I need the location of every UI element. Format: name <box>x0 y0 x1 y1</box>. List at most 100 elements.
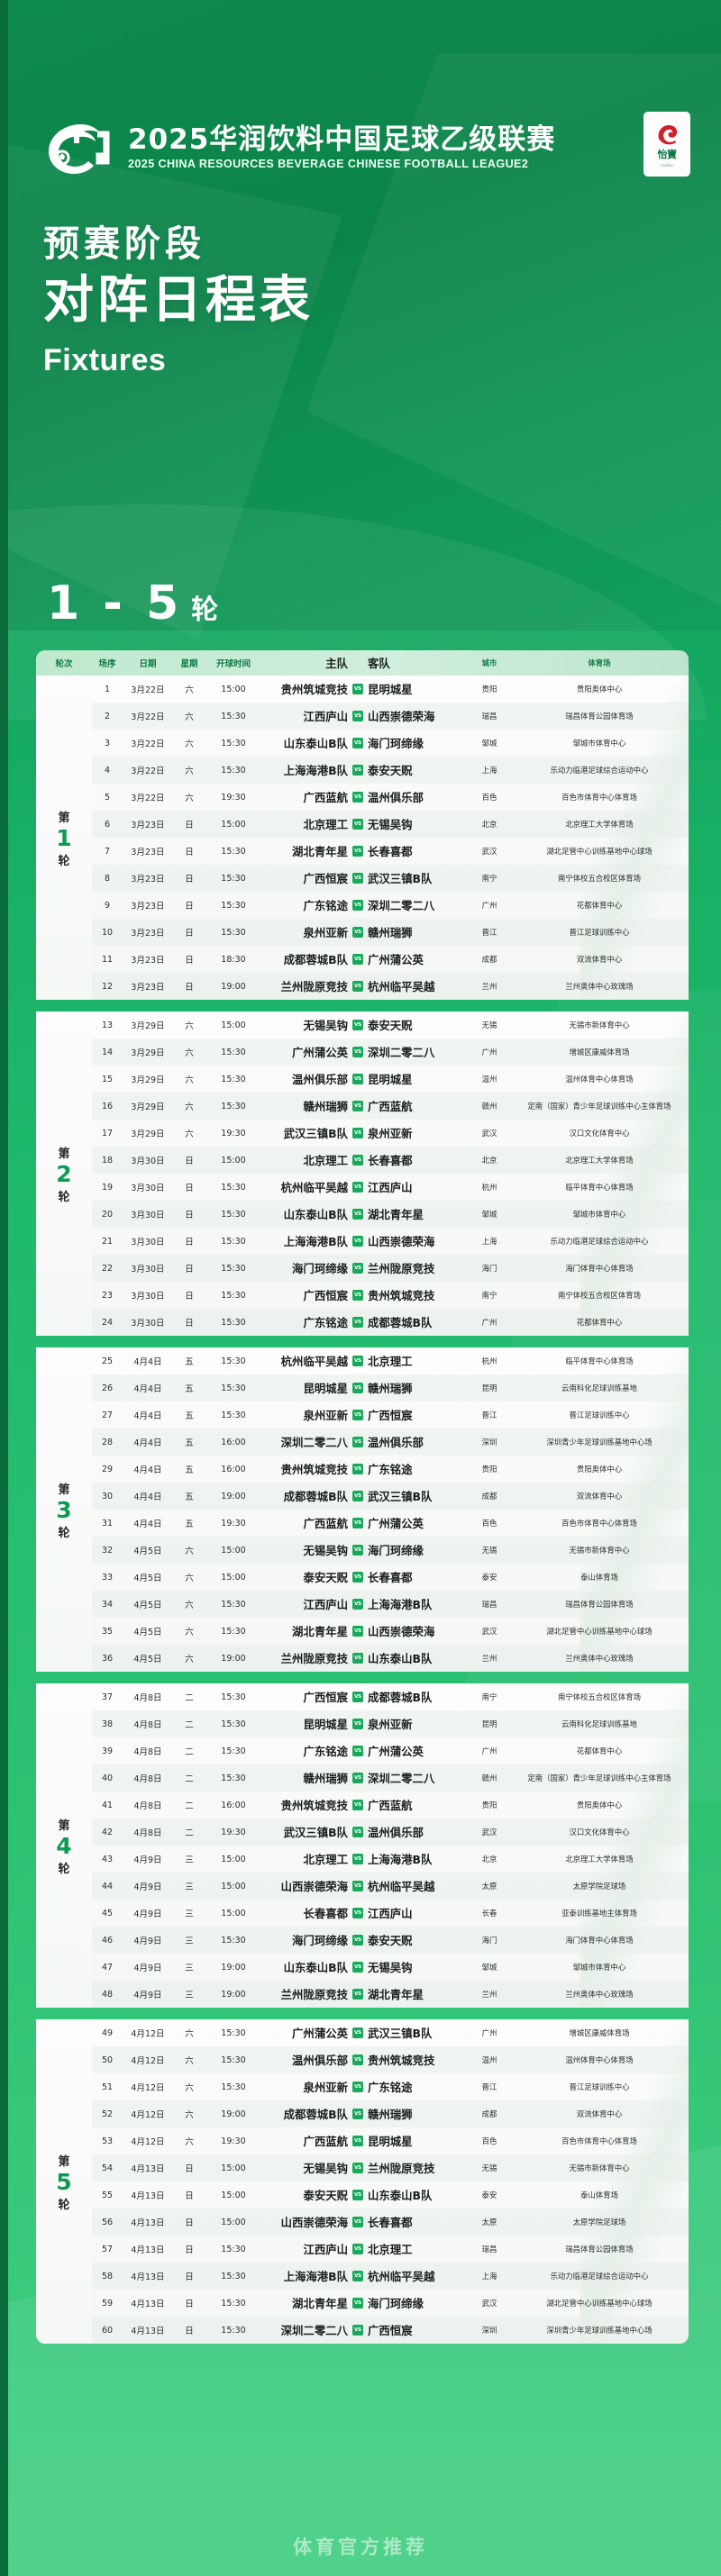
cell-day: 日 <box>185 1265 194 1274</box>
table-row[interactable]: 18 3月30日 日 15:00 北京理工 VS 长春喜都 北京 北京理工大学体育场 <box>92 1147 689 1174</box>
table-row[interactable]: 59 4月13日 日 15:30 湖北青年星 VS 海门珂缔缘 武汉 湖北足管中心训练基地中心球… <box>92 2290 689 2317</box>
table-row[interactable]: 17 3月29日 六 19:30 武汉三镇B队 VS 泉州亚新 武汉 汉口文化体育中心 <box>92 1120 689 1147</box>
cell-day: 六 <box>185 739 194 749</box>
table-row[interactable]: 51 4月12日 六 15:30 泉州亚新 VS 广东铭途 晋江 晋江足球训练中心 <box>92 2073 689 2100</box>
table-row[interactable]: 42 4月8日 二 19:30 武汉三镇B队 VS 温州俱乐部 武汉 汉口文化体育中心 <box>92 1819 689 1846</box>
table-row[interactable]: 60 4月13日 日 15:30 深圳二零二八 VS 广西恒宸 深圳 深圳青少年足球训练基地中心… <box>92 2317 689 2344</box>
table-row[interactable]: 38 4月8日 二 15:30 昆明城星 VS 泉州亚新 昆明 云南科化足球训练基地 <box>92 1710 689 1737</box>
table-row[interactable]: 31 4月4日 五 19:30 广西蓝航 VS 广州蒲公英 百色 百色市体育中心体育场 <box>92 1510 689 1537</box>
table-row[interactable]: 23 3月30日 日 15:30 广西恒宸 VS 贵州筑城竞技 南宁 南宁体校五合校区体育场 <box>92 1282 689 1309</box>
table-row[interactable]: 16 3月29日 六 15:30 赣州瑞狮 VS 广西蓝航 赣州 定南（国家）青少年足球训练中心… <box>92 1093 689 1120</box>
cell-venue: 太原学院足球场 <box>572 1882 626 1891</box>
cell-venue: 湖北足管中心训练基地中心球场 <box>546 2299 653 2308</box>
table-row[interactable]: 11 3月23日 日 18:30 成都蓉城B队 VS 广州蒲公英 成都 双流体育中心 <box>92 946 689 973</box>
page-title: 对阵日程表 <box>43 271 314 330</box>
table-row[interactable]: 48 4月9日 三 19:00 兰州陇原竞技 VS 湖北青年星 兰州 兰州奥体中心玫瑰场 <box>92 1981 689 2008</box>
cell-match-no: 46 <box>101 1935 114 1946</box>
vs-badge-icon: VS <box>352 1935 363 1946</box>
round-prefix: 第 <box>58 811 70 825</box>
table-row[interactable]: 52 4月12日 六 19:00 成都蓉城B队 VS 赣州瑞狮 成都 双流体育中心 <box>92 2100 689 2127</box>
table-row[interactable]: 12 3月23日 日 19:00 兰州陇原竞技 VS 杭州临平吴越 兰州 兰州奥体中心玫瑰场 <box>92 973 689 1000</box>
cell-away-team: 山西崇德荣海 <box>368 710 435 723</box>
table-row[interactable]: 36 4月5日 六 19:00 兰州陇原竞技 VS 山东泰山B队 兰州 兰州奥体中心玫瑰场 <box>92 1645 689 1672</box>
table-row[interactable]: 14 3月29日 六 15:30 广州蒲公英 VS 深圳二零二八 广州 增城区康威体育场 <box>92 1039 689 1066</box>
table-row[interactable]: 3 3月22日 六 15:30 山东泰山B队 VS 海门珂缔缘 邹城 邹城市体育中心 <box>92 730 689 757</box>
table-row[interactable]: 49 4月12日 六 15:30 广州蒲公英 VS 武汉三镇B队 广州 增城区康威体育场 <box>92 2019 689 2046</box>
table-row[interactable]: 47 4月9日 三 19:00 山东泰山B队 VS 无锡吴钩 邹城 邹城市体育中心 <box>92 1954 689 1981</box>
cell-home-team: 武汉三镇B队 <box>283 1826 348 1839</box>
table-row[interactable]: 15 3月29日 六 15:30 温州俱乐部 VS 昆明城星 温州 温州体育中心体育场 <box>92 1066 689 1093</box>
cell-away-team: 泰安天贶 <box>368 1934 413 1947</box>
cell-teams: 湖北青年星 VS 长春喜都 <box>261 843 463 859</box>
table-row[interactable]: 24 3月30日 日 15:30 广东铭途 VS 成都蓉城B队 广州 花都体育中心 <box>92 1309 689 1336</box>
cell-day: 日 <box>185 1184 194 1193</box>
cell-kickoff-time: 15:30 <box>221 1182 246 1193</box>
table-row[interactable]: 37 4月8日 二 15:30 广西恒宸 VS 成都蓉城B队 南宁 南宁体校五合校区体育场 <box>92 1683 689 1710</box>
table-row[interactable]: 34 4月5日 六 15:30 江西庐山 VS 上海海港B队 瑞昌 瑞昌体育公园体育场 <box>92 1591 689 1618</box>
cell-day: 日 <box>185 956 194 966</box>
table-row[interactable]: 29 4月4日 五 16:00 贵州筑城竞技 VS 广东铭途 贵阳 贵阳奥体中心 <box>92 1456 689 1483</box>
table-row[interactable]: 6 3月23日 日 15:00 北京理工 VS 无锡吴钩 北京 北京理工大学体育场 <box>92 811 689 838</box>
table-row[interactable]: 5 3月22日 六 19:30 广西蓝航 VS 温州俱乐部 百色 百色市体育中心体育场 <box>92 784 689 811</box>
cell-date: 4月13日 <box>131 2299 165 2309</box>
table-row[interactable]: 40 4月8日 二 15:30 赣州瑞狮 VS 深圳二零二八 赣州 定南（国家）青少年足球训练中… <box>92 1764 689 1791</box>
table-row[interactable]: 35 4月5日 六 15:30 湖北青年星 VS 山西崇德荣海 武汉 湖北足管中心训练基地中心球… <box>92 1618 689 1645</box>
table-row[interactable]: 32 4月5日 六 15:00 无锡吴钩 VS 海门珂缔缘 无锡 无锡市新体育中心 <box>92 1537 689 1564</box>
table-row[interactable]: 41 4月8日 二 16:00 贵州筑城竞技 VS 广西蓝航 贵阳 贵阳奥体中心 <box>92 1791 689 1819</box>
cell-teams: 长春喜都 VS 江西庐山 <box>261 1905 463 1921</box>
table-row[interactable]: 50 4月12日 六 15:30 温州俱乐部 VS 贵州筑城竞技 温州 温州体育中心体育场 <box>92 2046 689 2073</box>
cell-venue: 海门体育中心体育场 <box>565 1264 634 1273</box>
table-row[interactable]: 1 3月22日 六 15:00 贵州筑城竞技 VS 昆明城星 贵阳 贵阳奥体中心 <box>92 676 689 703</box>
cell-venue: 兰州奥体中心玫瑰场 <box>565 1990 634 1999</box>
cell-match-no: 15 <box>101 1074 114 1084</box>
table-row[interactable]: 58 4月13日 日 15:30 上海海港B队 VS 杭州临平吴越 上海 乐动力临港足球综合运动… <box>92 2263 689 2290</box>
table-row[interactable]: 57 4月13日 日 15:30 江西庐山 VS 北京理工 瑞昌 瑞昌体育公园体育场 <box>92 2236 689 2263</box>
cell-teams: 广州蒲公英 VS 武汉三镇B队 <box>261 2025 463 2041</box>
table-row[interactable]: 55 4月13日 日 15:00 泰安天贶 VS 山东泰山B队 泰安 泰山体育场 <box>92 2181 689 2209</box>
table-row[interactable]: 30 4月4日 五 19:00 成都蓉城B队 VS 武汉三镇B队 成都 双流体育中心 <box>92 1483 689 1510</box>
table-row[interactable]: 25 4月4日 五 15:30 杭州临平吴越 VS 北京理工 杭州 临平体育中心体育场 <box>92 1347 689 1374</box>
table-row[interactable]: 8 3月23日 日 15:30 广西恒宸 VS 武汉三镇B队 南宁 南宁体校五合校区体育场 <box>92 865 689 892</box>
column-header-date: 日期 <box>139 659 157 669</box>
cell-home-team: 湖北青年星 <box>292 845 348 858</box>
table-row[interactable]: 53 4月12日 六 19:30 广西蓝航 VS 昆明城星 百色 百色市体育中心体育场 <box>92 2127 689 2154</box>
table-row[interactable]: 9 3月23日 日 15:30 广东铭途 VS 深圳二零二八 广州 花都体育中心 <box>92 892 689 919</box>
table-row[interactable]: 21 3月30日 日 15:30 上海海港B队 VS 山西崇德荣海 上海 乐动力临港足球综合运动… <box>92 1228 689 1255</box>
table-row[interactable]: 20 3月30日 日 15:30 山东泰山B队 VS 湖北青年星 邹城 邹城市体育中心 <box>92 1201 689 1228</box>
cell-away-team: 长春喜都 <box>368 1571 413 1584</box>
table-row[interactable]: 33 4月5日 六 15:00 泰安天贶 VS 长春喜都 泰安 泰山体育场 <box>92 1564 689 1591</box>
cell-teams: 江西庐山 VS 北京理工 <box>261 2241 463 2257</box>
cell-match-no: 43 <box>101 1854 114 1864</box>
cell-kickoff-time: 15:30 <box>221 2325 246 2336</box>
table-row[interactable]: 54 4月13日 日 15:00 无锡吴钩 VS 兰州陇原竞技 无锡 无锡市新体育中心 <box>92 2154 689 2181</box>
table-row[interactable]: 4 3月22日 六 15:30 上海海港B队 VS 泰安天贶 上海 乐动力临港足球综合运动中心 <box>92 757 689 784</box>
cell-home-team: 上海海港B队 <box>283 1235 348 1248</box>
table-row[interactable]: 10 3月23日 日 15:30 泉州亚新 VS 赣州瑞狮 晋江 晋江足球训练中心 <box>92 919 689 946</box>
fixtures-table: 轮次 场序 日期 星期 开球时间 主队 客队 城市 体育场 第 1 轮 1 3月22日六… <box>36 650 689 2355</box>
cell-home-team: 广东铭途 <box>303 1745 348 1758</box>
vs-badge-icon: VS <box>352 2054 363 2065</box>
table-row[interactable]: 22 3月30日 日 15:30 海门珂缔缘 VS 兰州陇原竞技 海门 海门体育中心体育场 <box>92 1255 689 1282</box>
table-row[interactable]: 19 3月30日 日 15:30 杭州临平吴越 VS 江西庐山 杭州 临平体育中心体育场 <box>92 1174 689 1201</box>
table-row[interactable]: 46 4月9日 三 15:30 海门珂缔缘 VS 泰安天贶 海门 海门体育中心体育场 <box>92 1927 689 1954</box>
table-row[interactable]: 45 4月9日 三 15:00 长春喜都 VS 江西庐山 长春 亚泰训练基地主体育场 <box>92 1900 689 1927</box>
table-row[interactable]: 43 4月9日 三 15:00 北京理工 VS 上海海港B队 北京 北京理工大学体育场 <box>92 1846 689 1873</box>
cell-home-team: 广西蓝航 <box>303 791 348 804</box>
cell-venue: 花都体育中心 <box>576 1746 623 1755</box>
table-row[interactable]: 7 3月23日 日 15:30 湖北青年星 VS 长春喜都 武汉 湖北足管中心训练基地中心球场 <box>92 838 689 865</box>
cell-city: 北京 <box>481 1156 497 1165</box>
cell-date: 4月8日 <box>133 1801 162 1811</box>
table-row[interactable]: 39 4月8日 二 15:30 广东铭途 VS 广州蒲公英 广州 花都体育中心 <box>92 1737 689 1764</box>
table-row[interactable]: 44 4月9日 三 15:00 山西崇德荣海 VS 杭州临平吴越 太原 太原学院足球场 <box>92 1873 689 1900</box>
cell-home-team: 广西蓝航 <box>303 1517 348 1530</box>
cell-city: 上海 <box>481 766 497 775</box>
cell-kickoff-time: 15:00 <box>221 1572 246 1583</box>
table-row[interactable]: 27 4月4日 五 15:30 泉州亚新 VS 广西恒宸 晋江 晋江足球训练中心 <box>92 1401 689 1429</box>
table-row[interactable]: 13 3月29日 六 15:00 无锡吴钩 VS 泰安天贶 无锡 无锡市新体育中心 <box>92 1011 689 1039</box>
table-row[interactable]: 2 3月22日 六 15:30 江西庐山 VS 山西崇德荣海 瑞昌 瑞昌体育公园体育场 <box>92 703 689 730</box>
cell-date: 3月29日 <box>131 1129 165 1139</box>
table-row[interactable]: 26 4月4日 五 15:30 昆明城星 VS 赣州瑞狮 昆明 云南科化足球训练基地 <box>92 1374 689 1401</box>
table-row[interactable]: 56 4月13日 日 15:00 山西崇德荣海 VS 长春喜都 太原 太原学院足球场 <box>92 2209 689 2236</box>
cell-kickoff-time: 15:30 <box>221 1719 246 1729</box>
table-row[interactable]: 28 4月4日 五 16:00 深圳二零二八 VS 温州俱乐部 深圳 深圳青少年足球训练基地中心… <box>92 1429 689 1456</box>
